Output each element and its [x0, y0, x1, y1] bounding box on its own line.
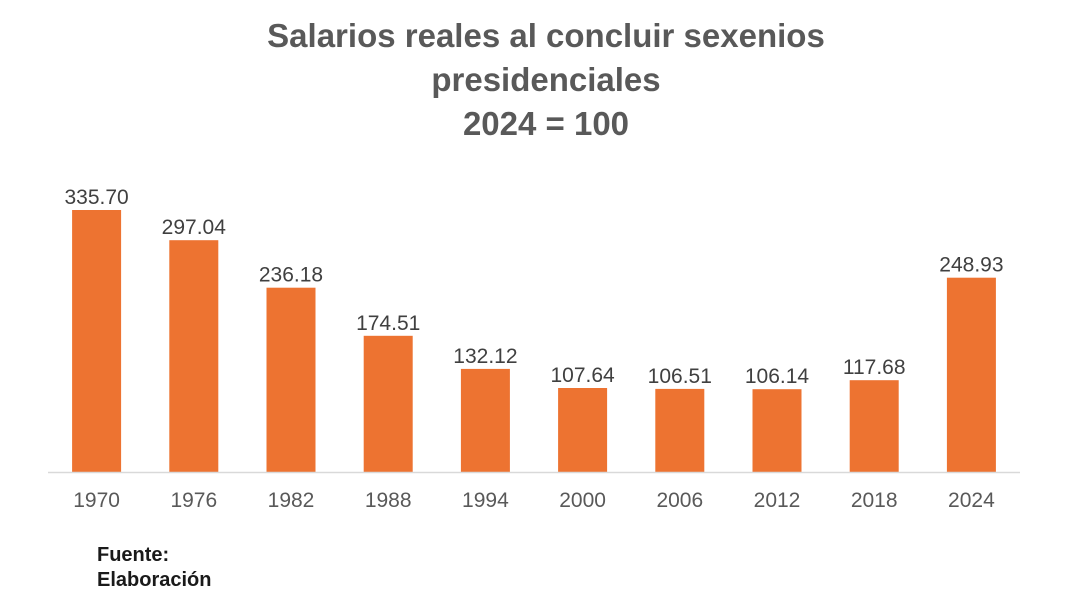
data-label-2000: 107.64	[550, 364, 615, 387]
bar-2024	[946, 277, 996, 472]
x-tick-label-1994: 1994	[462, 489, 509, 512]
chart-title-line-3: 2024 = 100	[462, 105, 630, 142]
x-tick-label-2000: 2000	[559, 489, 606, 512]
x-tick-label-2006: 2006	[656, 489, 703, 512]
data-label-2012: 106.14	[745, 365, 810, 388]
bar-1982	[266, 287, 316, 472]
chart-title-line-1: Salarios reales al concluir sexenios	[267, 17, 825, 54]
bar-2006	[655, 388, 705, 472]
x-tick-label-2012: 2012	[754, 489, 801, 512]
x-tick-label-2018: 2018	[851, 489, 898, 512]
data-label-2006: 106.51	[648, 365, 712, 388]
source-note: Fuente: Elaboración	[97, 543, 211, 593]
x-tick-label-group: 1970 1976 1982 1988 1994 2000 2006 2012 2018 2024	[73, 489, 995, 512]
data-label-1970: 335.70	[64, 186, 128, 209]
x-tick-label-2024: 2024	[948, 489, 995, 512]
x-tick-label-1976: 1976	[170, 489, 217, 512]
bar-1994	[460, 368, 510, 472]
data-label-2024: 248.93	[939, 254, 1003, 277]
source-text: Elaboración	[97, 569, 212, 591]
data-label-1988: 174.51	[356, 312, 420, 335]
data-label-1976: 297.04	[162, 216, 227, 239]
source-label: Fuente:	[97, 544, 170, 566]
data-label-2018: 117.68	[843, 356, 906, 379]
data-label-1982: 236.18	[259, 264, 323, 287]
chart-title: Salarios reales al concluir sexenios pre…	[0, 14, 1092, 146]
bar-group	[72, 210, 996, 472]
chart-title-line-2: presidenciales	[431, 61, 661, 98]
bar-1970	[72, 210, 122, 472]
bar-2012	[752, 389, 802, 472]
bar-1976	[169, 240, 219, 472]
x-tick-label-1988: 1988	[365, 489, 412, 512]
x-tick-label-1970: 1970	[73, 489, 120, 512]
bar-1988	[363, 335, 413, 472]
bar-2018	[849, 380, 899, 472]
data-label-1994: 132.12	[453, 345, 517, 368]
data-label-group: 335.70 297.04 236.18 174.51 132.12 107.64 106.…	[64, 186, 1003, 388]
bar-2000	[558, 388, 608, 472]
x-tick-label-1982: 1982	[268, 489, 315, 512]
